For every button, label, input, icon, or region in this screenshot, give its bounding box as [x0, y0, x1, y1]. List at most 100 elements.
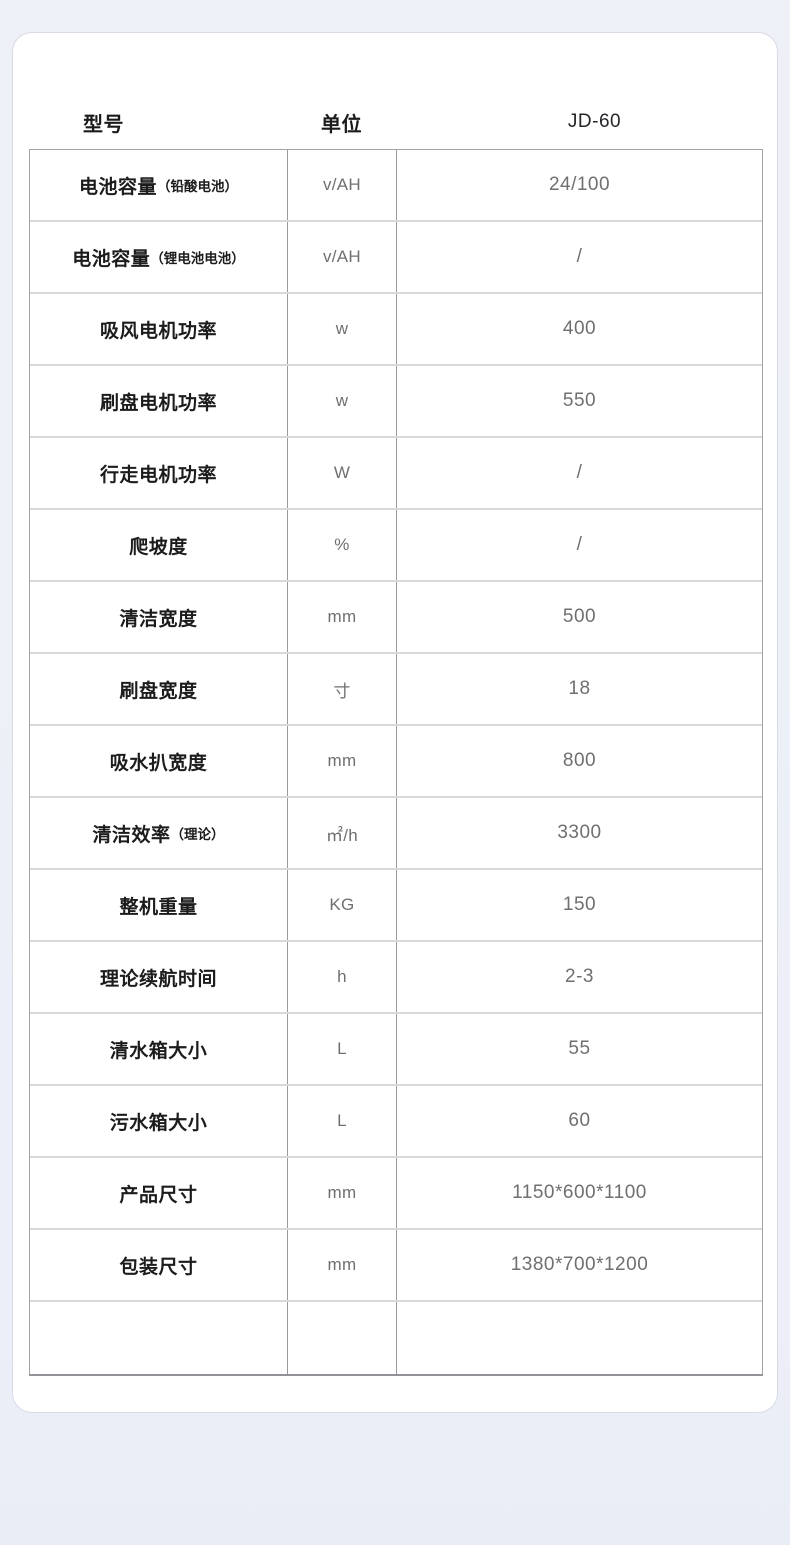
value-cell: 400 [397, 294, 762, 364]
header-unit-column-label: 单位 [321, 113, 362, 136]
value-text: 500 [562, 606, 597, 627]
value-text: 1380*700*1200 [510, 1254, 649, 1275]
table-row: 刷盘电机功率 w 550 [30, 366, 762, 438]
unit-cell: KG [288, 870, 397, 940]
spec-name: 理论续航时间 [99, 968, 217, 990]
unit-text: mm [327, 1255, 357, 1274]
value-text: 24/100 [548, 174, 611, 195]
table-row: 整机重量 KG 150 [30, 870, 762, 942]
value-cell: 1380*700*1200 [397, 1230, 762, 1300]
spec-name-cell: 吸水扒宽度 [30, 726, 288, 796]
value-cell: 150 [397, 870, 762, 940]
value-text: 550 [562, 390, 597, 411]
spec-name-cell: 行走电机功率 [30, 438, 288, 508]
unit-cell: mm [288, 582, 397, 652]
value-cell: 2-3 [397, 942, 762, 1012]
spec-name-cell: 吸风电机功率 [30, 294, 288, 364]
table-row: 清洁效率 （理论） ㎡/h 3300 [30, 798, 762, 870]
value-cell: 60 [397, 1086, 762, 1156]
table-row: 刷盘宽度 寸 18 [30, 654, 762, 726]
unit-cell: mm [288, 726, 397, 796]
table-row: 污水箱大小 L 60 [30, 1086, 762, 1158]
unit-text: KG [329, 895, 355, 914]
table-row: 电池容量 （铅酸电池） v/AH 24/100 [30, 150, 762, 222]
header-model-value-cell: JD-60 [396, 111, 761, 133]
value-text: / [576, 534, 583, 555]
table-row: 行走电机功率 W / [30, 438, 762, 510]
table-row: 爬坡度 % / [30, 510, 762, 582]
spec-name: 包装尺寸 [119, 1256, 198, 1278]
spec-name: 电池容量 [78, 176, 157, 198]
spec-name-cell: 刷盘宽度 [30, 654, 288, 724]
spec-name: 产品尺寸 [119, 1184, 198, 1206]
spec-table: 电池容量 （铅酸电池） v/AH 24/100 电池容量 （锂电池电池） v/AH … [29, 149, 763, 1376]
unit-text: L [337, 1111, 347, 1130]
spec-name-cell: 爬坡度 [30, 510, 288, 580]
unit-text: v/AH [322, 247, 362, 266]
table-row: 包装尺寸 mm 1380*700*1200 [30, 1230, 762, 1302]
unit-cell: mm [288, 1230, 397, 1300]
spec-name: 刷盘宽度 [119, 680, 198, 702]
spec-card: 型号 单位 JD-60 电池容量 （铅酸电池） v/AH 24/100 电池容量（… [12, 32, 778, 1413]
spec-name-note: （锂电池电池） [150, 251, 245, 266]
header-model-column-label: 型号 [83, 113, 124, 136]
table-row: 理论续航时间 h 2-3 [30, 942, 762, 1014]
table-row: 清水箱大小 L 55 [30, 1014, 762, 1086]
value-cell [397, 1302, 762, 1374]
value-cell: 1150*600*1100 [397, 1158, 762, 1228]
spec-name: 吸水扒宽度 [109, 752, 208, 774]
unit-text: w [335, 391, 349, 410]
unit-text: L [337, 1039, 347, 1058]
unit-cell: L [288, 1014, 397, 1084]
spec-name: 吸风电机功率 [99, 320, 217, 342]
spec-name: 行走电机功率 [99, 464, 217, 486]
value-cell: 800 [397, 726, 762, 796]
table-row-empty [30, 1302, 762, 1374]
unit-text: % [334, 535, 350, 554]
value-cell: / [397, 438, 762, 508]
spec-name: 整机重量 [119, 896, 198, 918]
value-text: / [576, 246, 583, 267]
model-name: JD-60 [567, 111, 622, 132]
unit-text: mm [327, 751, 357, 770]
unit-text: W [333, 463, 351, 482]
value-cell: 500 [397, 582, 762, 652]
spec-name-cell: 包装尺寸 [30, 1230, 288, 1300]
spec-name-cell: 电池容量 （锂电池电池） [30, 222, 288, 292]
spec-name-cell: 刷盘电机功率 [30, 366, 288, 436]
value-text: 55 [568, 1038, 591, 1059]
value-text: 400 [562, 318, 597, 339]
unit-text: ㎡/h [325, 825, 359, 845]
unit-cell: W [288, 438, 397, 508]
spec-name-cell: 污水箱大小 [30, 1086, 288, 1156]
unit-cell [288, 1302, 397, 1374]
spec-name: 清洁宽度 [119, 608, 198, 630]
value-cell: 550 [397, 366, 762, 436]
unit-cell: L [288, 1086, 397, 1156]
spec-name: 电池容量 [72, 248, 151, 270]
table-row: 清洁宽度 mm 500 [30, 582, 762, 654]
spec-name-cell: 理论续航时间 [30, 942, 288, 1012]
spec-name: 刷盘电机功率 [99, 392, 217, 414]
unit-text: h [337, 967, 347, 986]
unit-text: mm [327, 1183, 357, 1202]
value-text: 18 [568, 678, 591, 699]
unit-text: v/AH [322, 175, 362, 194]
value-text: 60 [568, 1110, 591, 1131]
value-cell: 24/100 [397, 150, 762, 220]
value-cell: 18 [397, 654, 762, 724]
value-text: 3300 [557, 822, 602, 843]
unit-cell: v/AH [288, 222, 397, 292]
table-row: 吸水扒宽度 mm 800 [30, 726, 762, 798]
unit-cell: ㎡/h [288, 798, 397, 868]
unit-cell: % [288, 510, 397, 580]
spec-name-cell: 整机重量 [30, 870, 288, 940]
unit-cell: w [288, 294, 397, 364]
value-text: 150 [562, 894, 597, 915]
spec-name-note: （理论） [170, 827, 225, 842]
spec-name-cell: 清水箱大小 [30, 1014, 288, 1084]
spec-name-cell: 清洁效率 （理论） [30, 798, 288, 868]
spec-name: 爬坡度 [129, 536, 188, 558]
header-model-column-cell: 型号 [29, 108, 287, 137]
